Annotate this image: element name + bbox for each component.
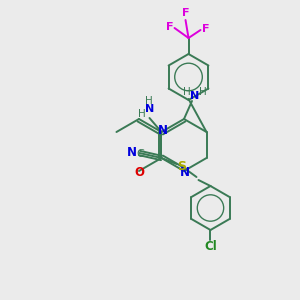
Text: N: N: [190, 91, 200, 101]
Text: N: N: [127, 146, 136, 160]
Text: N: N: [145, 104, 154, 114]
Text: S: S: [177, 160, 186, 172]
Text: F: F: [166, 22, 173, 32]
Text: H: H: [138, 109, 146, 119]
Text: H: H: [199, 87, 207, 97]
Text: N: N: [158, 124, 167, 137]
Text: C: C: [136, 149, 144, 159]
Text: H: H: [183, 87, 191, 97]
Text: N: N: [180, 166, 190, 178]
Text: Cl: Cl: [204, 241, 217, 254]
Text: F: F: [202, 24, 209, 34]
Text: H: H: [145, 96, 152, 106]
Text: O: O: [134, 166, 144, 178]
Text: F: F: [182, 8, 189, 18]
